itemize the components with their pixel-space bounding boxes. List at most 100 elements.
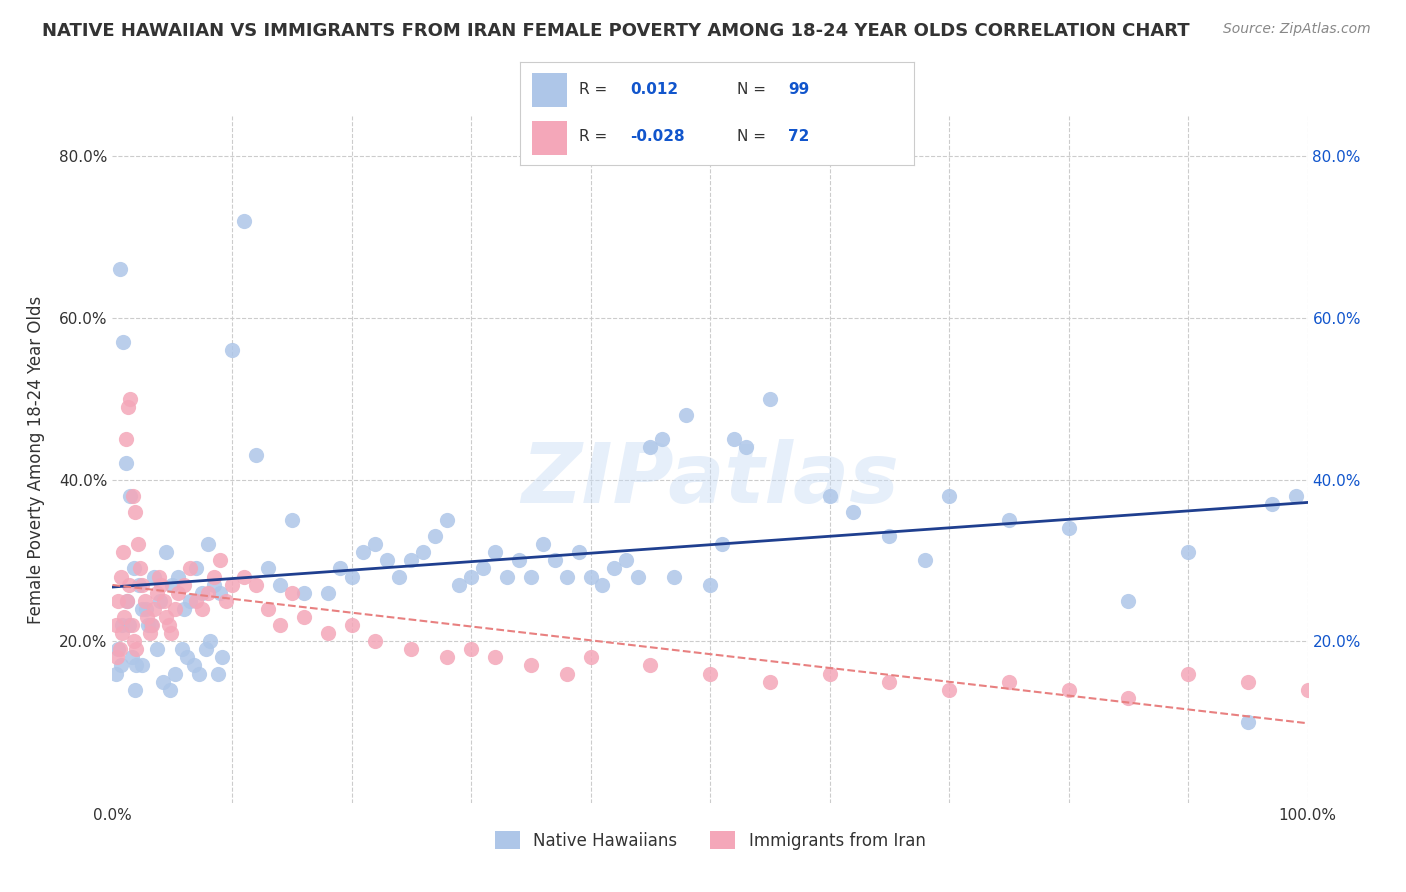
Point [531, 537, 554, 551]
Point [122, 634, 145, 648]
Point [124, 682, 146, 697]
Point [651, 432, 673, 446]
Point [121, 650, 143, 665]
Point [425, 529, 447, 543]
Point [1118, 690, 1140, 705]
Point [183, 658, 205, 673]
Point [108, 642, 131, 657]
Point [176, 650, 198, 665]
Point [117, 400, 139, 414]
Point [1296, 682, 1319, 697]
Point [879, 529, 901, 543]
Point [1118, 594, 1140, 608]
Point [131, 602, 153, 616]
Point [364, 537, 387, 551]
Point [149, 594, 172, 608]
Point [245, 448, 267, 462]
Point [202, 577, 225, 591]
Text: Source: ZipAtlas.com: Source: ZipAtlas.com [1223, 22, 1371, 37]
Point [520, 569, 543, 583]
Point [508, 553, 530, 567]
Point [316, 585, 339, 599]
Point [173, 577, 195, 591]
Point [292, 585, 315, 599]
Point [118, 577, 141, 591]
Text: ZIPatlas: ZIPatlas [522, 440, 898, 521]
Text: N =: N = [737, 82, 770, 97]
Point [735, 440, 758, 454]
Point [139, 618, 162, 632]
Point [143, 602, 166, 616]
Point [187, 666, 209, 681]
Point [186, 594, 208, 608]
Point [998, 674, 1021, 689]
Point [124, 505, 146, 519]
Point [484, 545, 506, 559]
Point [664, 569, 686, 583]
Point [388, 569, 411, 583]
Point [269, 577, 291, 591]
Point [107, 594, 129, 608]
Point [115, 594, 138, 608]
Point [200, 634, 222, 648]
Point [436, 650, 458, 665]
Point [412, 545, 434, 559]
Point [340, 569, 363, 583]
Point [108, 262, 131, 277]
Legend: Native Hawaiians, Immigrants from Iran: Native Hawaiians, Immigrants from Iran [488, 825, 932, 856]
Point [163, 666, 186, 681]
Bar [531, 73, 568, 106]
Point [603, 561, 626, 575]
Point [759, 674, 782, 689]
Text: NATIVE HAWAIIAN VS IMMIGRANTS FROM IRAN FEMALE POVERTY AMONG 18-24 YEAR OLDS COR: NATIVE HAWAIIAN VS IMMIGRANTS FROM IRAN … [42, 22, 1189, 40]
Point [1057, 682, 1080, 697]
Y-axis label: Female Poverty Among 18-24 Year Olds: Female Poverty Among 18-24 Year Olds [27, 295, 45, 624]
Point [543, 553, 565, 567]
Point [215, 594, 238, 608]
Point [269, 618, 291, 632]
Text: N =: N = [737, 129, 770, 145]
Point [160, 626, 183, 640]
Point [179, 561, 201, 575]
Point [436, 513, 458, 527]
Point [115, 594, 138, 608]
Point [1237, 674, 1260, 689]
Point [555, 569, 578, 583]
Point [640, 440, 662, 454]
Point [1177, 545, 1199, 559]
Point [125, 658, 148, 673]
Point [114, 457, 136, 471]
Point [105, 666, 128, 681]
Point [186, 561, 208, 575]
Point [496, 569, 519, 583]
Point [125, 642, 148, 657]
Point [401, 642, 423, 657]
Point [998, 513, 1021, 527]
Point [138, 626, 160, 640]
Point [640, 658, 662, 673]
Point [112, 335, 135, 350]
Point [152, 674, 174, 689]
Point [938, 489, 960, 503]
Point [245, 577, 267, 591]
Point [460, 569, 482, 583]
Point [281, 513, 304, 527]
Point [114, 610, 135, 624]
Point [105, 650, 128, 665]
Point [520, 658, 543, 673]
Point [257, 602, 280, 616]
Point [401, 553, 423, 567]
Point [579, 569, 602, 583]
Point [484, 650, 506, 665]
Point [699, 577, 721, 591]
Point [447, 577, 470, 591]
Point [170, 642, 193, 657]
Point [711, 537, 734, 551]
Point [167, 569, 190, 583]
Point [202, 569, 225, 583]
Point [579, 650, 602, 665]
Point [197, 585, 219, 599]
Point [167, 585, 190, 599]
Point [377, 553, 399, 567]
Point [842, 505, 865, 519]
